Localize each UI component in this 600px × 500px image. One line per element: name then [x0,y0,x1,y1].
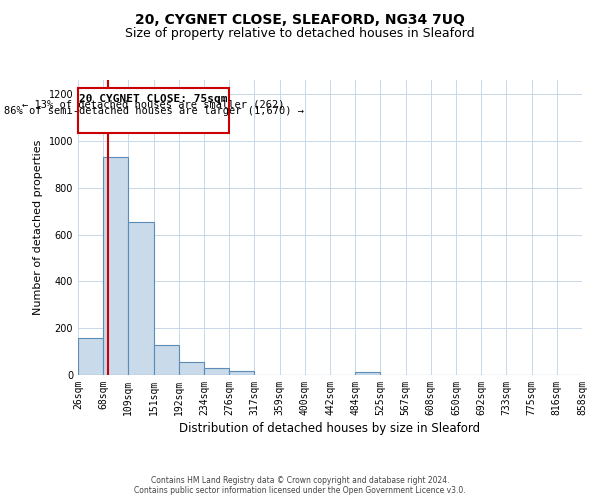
FancyBboxPatch shape [78,88,229,132]
Text: Size of property relative to detached houses in Sleaford: Size of property relative to detached ho… [125,28,475,40]
Bar [103,158,128,375]
Bar [128,222,154,375]
Text: Contains HM Land Registry data © Crown copyright and database right 2024.
Contai: Contains HM Land Registry data © Crown c… [134,476,466,495]
Text: 20 CYGNET CLOSE: 75sqm: 20 CYGNET CLOSE: 75sqm [79,94,228,104]
Text: 86% of semi-detached houses are larger (1,670) →: 86% of semi-detached houses are larger (… [4,106,304,116]
Bar [179,362,204,375]
Bar [204,368,229,375]
X-axis label: Distribution of detached houses by size in Sleaford: Distribution of detached houses by size … [179,422,481,435]
Bar [154,345,179,375]
Text: ← 13% of detached houses are smaller (262): ← 13% of detached houses are smaller (26… [22,100,285,110]
Y-axis label: Number of detached properties: Number of detached properties [33,140,43,315]
Bar [355,372,380,375]
Bar [78,338,103,375]
Bar [229,372,254,375]
Text: 20, CYGNET CLOSE, SLEAFORD, NG34 7UQ: 20, CYGNET CLOSE, SLEAFORD, NG34 7UQ [135,12,465,26]
